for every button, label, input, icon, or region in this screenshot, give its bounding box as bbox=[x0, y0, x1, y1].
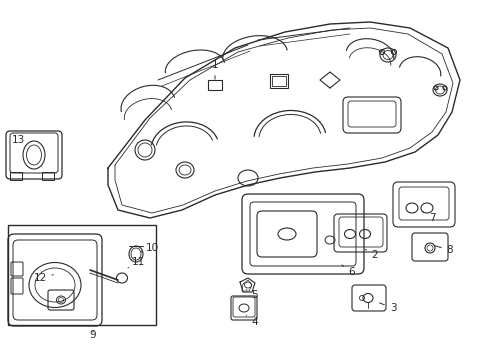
Bar bbox=[271, 76, 285, 86]
Text: 4: 4 bbox=[246, 316, 258, 327]
Bar bbox=[207, 80, 222, 90]
Text: 7: 7 bbox=[422, 212, 434, 223]
Text: 11: 11 bbox=[128, 257, 144, 268]
Text: 6: 6 bbox=[341, 265, 355, 277]
Text: 8: 8 bbox=[434, 245, 452, 255]
Bar bbox=[42, 172, 54, 180]
Text: 13: 13 bbox=[11, 135, 28, 150]
Text: 3: 3 bbox=[379, 303, 395, 313]
Bar bbox=[269, 74, 287, 88]
Text: 5: 5 bbox=[246, 289, 258, 300]
Text: 9: 9 bbox=[89, 330, 96, 340]
Bar bbox=[8, 225, 156, 325]
Text: 1: 1 bbox=[211, 60, 218, 79]
Text: 12: 12 bbox=[33, 273, 53, 283]
Bar bbox=[10, 172, 22, 180]
Text: 10: 10 bbox=[141, 243, 158, 253]
Text: 2: 2 bbox=[365, 249, 378, 260]
